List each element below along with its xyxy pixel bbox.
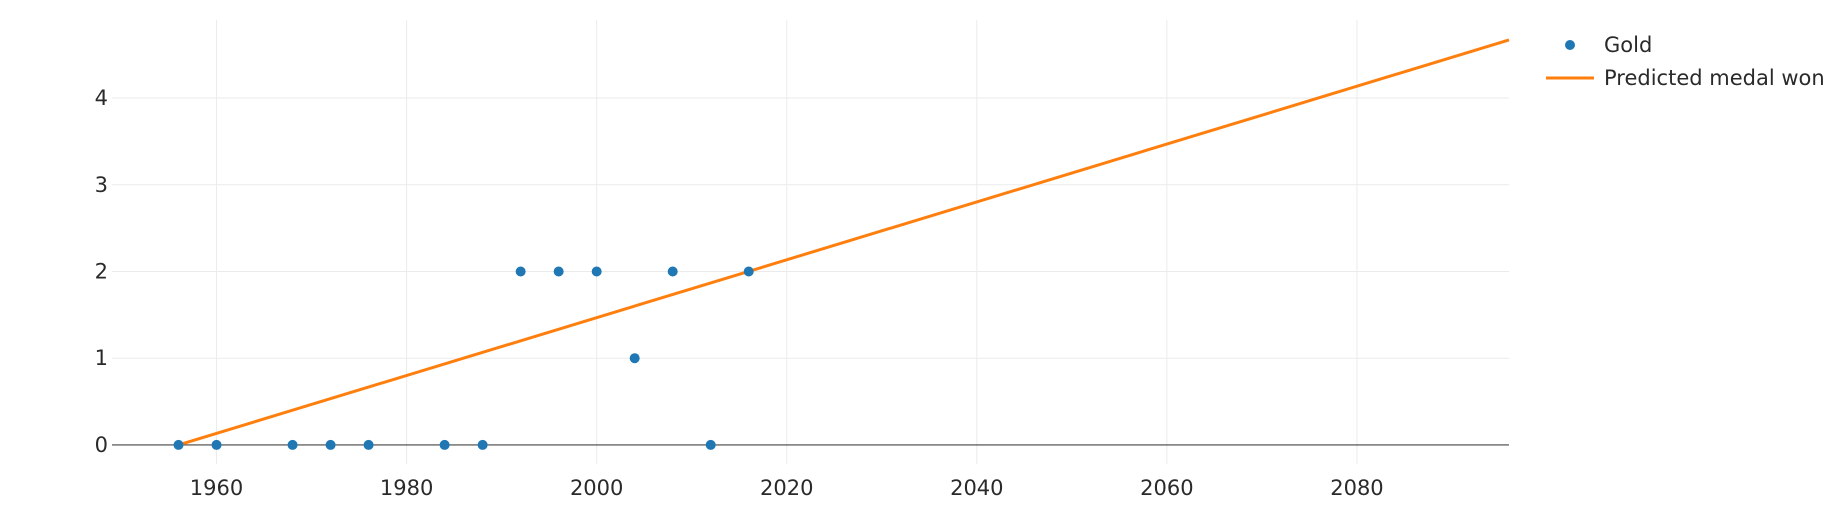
legend-marker-gold [1565,40,1575,50]
legend-item[interactable]: Predicted medal won [1546,66,1825,90]
legend-item[interactable]: Gold [1565,33,1652,57]
y-tick-label: 0 [95,433,108,457]
x-tick-label: 2080 [1330,476,1383,500]
y-tick-label: 3 [95,173,108,197]
x-tick-label: 2000 [570,476,623,500]
x-tick-label: 1960 [190,476,243,500]
series-points [173,266,754,450]
data-point-gold [743,266,754,277]
x-tick-label: 2040 [950,476,1003,500]
y-tick-label: 4 [95,86,108,110]
x-tick-label: 1980 [380,476,433,500]
x-axis-tick-labels: 1960 1980 2000 2020 2040 2060 2080 [190,476,1384,500]
data-point-gold [591,266,602,277]
y-tick-label: 1 [95,346,108,370]
data-point-gold [667,266,678,277]
y-axis-tick-labels: 0 1 2 3 4 [95,86,108,457]
series-line-predicted-medal-won [178,38,1510,447]
data-point-gold [325,439,336,450]
data-point-gold [477,439,488,450]
y-tick-label: 2 [95,259,108,283]
data-point-gold [629,353,640,364]
data-point-gold [515,266,526,277]
x-tick-label: 2060 [1140,476,1193,500]
data-point-gold [439,439,450,450]
data-point-gold [173,439,184,450]
data-point-gold [287,439,298,450]
data-point-gold [211,439,222,450]
legend[interactable]: Gold Predicted medal won [1546,33,1825,90]
y-gridlines [112,97,1509,359]
x-tick-label: 2020 [760,476,813,500]
data-point-gold [363,439,374,450]
data-point-gold [705,439,716,450]
legend-label: Predicted medal won [1604,66,1825,90]
x-gridlines [216,20,1358,464]
legend-label: Gold [1604,33,1652,57]
series-lines [178,38,1510,447]
data-point-gold [553,266,564,277]
